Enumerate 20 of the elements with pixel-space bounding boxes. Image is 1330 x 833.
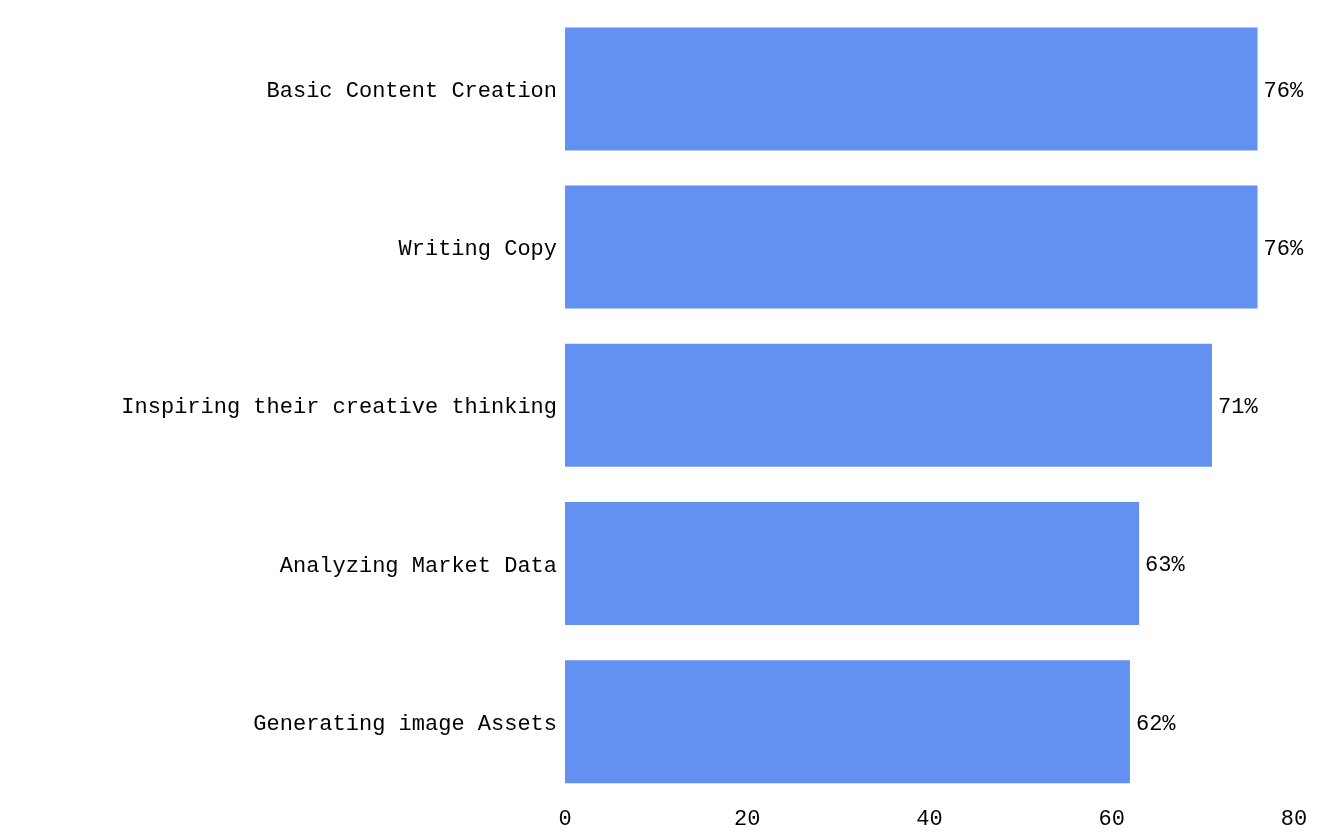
x-tick-label: 0 [558,806,572,832]
data-label: 76% [1263,78,1304,104]
bar [565,660,1130,784]
y-tick-label: Analyzing Market Data [279,553,557,579]
y-tick-label: Writing Copy [398,237,557,263]
x-tick-label: 40 [916,806,943,832]
bar [565,343,1212,467]
x-tick-label: 80 [1280,806,1308,832]
y-tick-label: Generating image Assets [253,711,557,737]
data-label: 71% [1217,395,1259,421]
y-tick-label: Basic Content Creation [266,78,557,104]
bar [565,27,1258,151]
data-label: 76% [1263,236,1304,262]
bar [565,185,1258,309]
x-tick-label: 20 [734,806,761,832]
x-tick-label: 60 [1098,806,1125,832]
y-tick-label: Inspiring their creative thinking [121,395,557,421]
bar [565,502,1140,625]
data-label: 62% [1135,711,1177,737]
data-label: 63% [1145,553,1186,579]
